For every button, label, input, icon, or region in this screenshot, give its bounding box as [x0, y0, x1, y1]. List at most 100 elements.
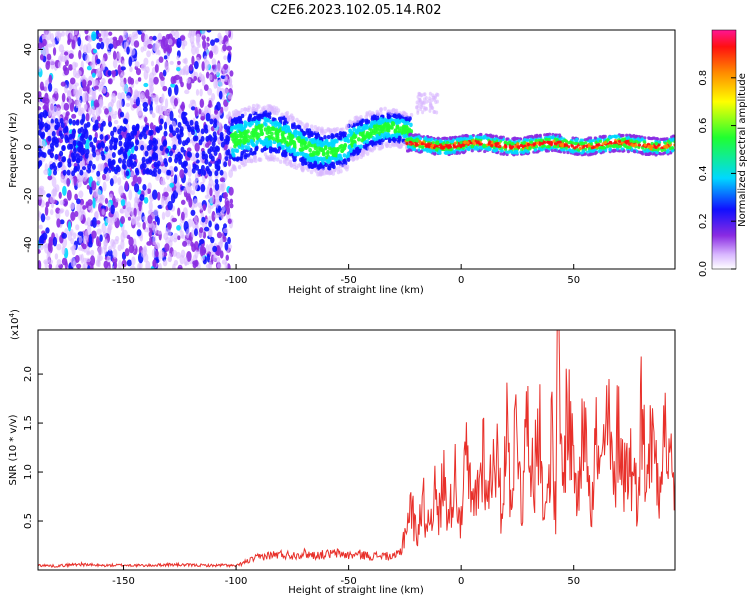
heatmap-cell	[412, 139, 416, 143]
heatmap-cell	[75, 153, 80, 160]
heatmap-cell	[162, 69, 167, 77]
heatmap-cell	[255, 140, 259, 145]
heatmap-cell	[41, 34, 46, 40]
heatmap-cell	[641, 146, 645, 150]
heatmap-cell	[44, 126, 49, 133]
heatmap-cell	[141, 156, 146, 163]
heatmap-cell	[105, 217, 110, 224]
heatmap-cell	[191, 167, 196, 174]
heatmap-cell	[68, 53, 74, 59]
heatmap-cell	[389, 111, 394, 116]
heatmap-cell	[309, 132, 313, 137]
heatmap-cell	[223, 99, 229, 107]
heatmap-cell	[142, 101, 149, 109]
heatmap-cell	[608, 147, 612, 152]
heatmap-cell	[318, 140, 323, 145]
heatmap-cell	[115, 164, 120, 171]
heatmap-cell	[121, 259, 127, 268]
heatmap-cell	[162, 259, 168, 267]
heatmap-cell	[84, 139, 90, 151]
heatmap-cell	[67, 221, 72, 232]
heatmap-cell	[365, 151, 370, 156]
heatmap-cell	[110, 215, 115, 225]
heatmap-cell	[281, 126, 285, 132]
heatmap-cell	[590, 149, 594, 153]
heatmap-cell	[179, 128, 184, 135]
heatmap-cell	[124, 146, 129, 153]
heatmap-cell	[217, 205, 222, 213]
heatmap-cell	[258, 137, 262, 143]
heatmap-cell	[95, 151, 100, 162]
heatmap-cell	[97, 177, 101, 185]
heatmap-cell	[452, 150, 456, 154]
heatmap-cell	[176, 67, 181, 72]
heatmap-cell	[82, 92, 87, 103]
heatmap-cell	[50, 118, 54, 125]
heatmap-cell	[111, 152, 116, 159]
heatmap-cell	[135, 191, 139, 203]
heatmap-cell	[482, 136, 486, 140]
heatmap-cell	[123, 152, 128, 159]
heatmap-cell	[123, 141, 128, 148]
heatmap-cell	[46, 53, 52, 61]
heatmap-cell	[68, 82, 73, 90]
heatmap-cell	[194, 142, 200, 152]
heatmap-cell	[97, 253, 101, 263]
heatmap-cell	[377, 120, 381, 126]
heatmap-cell	[273, 123, 278, 128]
heatmap-cell	[177, 60, 181, 65]
heatmap-cell	[319, 163, 323, 168]
heatmap-cell	[112, 59, 118, 69]
heatmap-cell	[448, 145, 453, 149]
heatmap-cell	[76, 198, 81, 205]
heatmap-cell	[286, 117, 291, 122]
heatmap-cell	[196, 37, 201, 42]
heatmap-cell	[578, 146, 582, 150]
heatmap-cell	[455, 137, 459, 141]
heatmap-cell	[485, 147, 489, 151]
heatmap-cell	[598, 148, 603, 153]
heatmap-cell	[71, 170, 76, 177]
heatmap-cell	[293, 161, 297, 167]
heatmap-cell	[659, 137, 663, 141]
heatmap-cell	[365, 133, 370, 139]
heatmap-cell	[216, 231, 223, 239]
heatmap-cell	[51, 139, 56, 146]
heatmap-cell	[425, 106, 429, 111]
heatmap-cell	[52, 186, 58, 198]
heatmap-cell	[89, 141, 94, 148]
heatmap-y-tick-label: 0	[23, 144, 34, 150]
heatmap-cell	[218, 35, 224, 45]
heatmap-cell	[167, 200, 173, 211]
heatmap-cell	[487, 141, 491, 146]
heatmap-cell	[637, 138, 641, 142]
heatmap-cell	[183, 256, 188, 267]
heatmap-cell	[71, 61, 77, 71]
heatmap-cell	[339, 164, 343, 169]
heatmap-cell	[85, 148, 90, 155]
heatmap-cell	[152, 43, 158, 52]
heatmap-cell	[347, 133, 351, 138]
heatmap-cell	[107, 249, 113, 257]
heatmap-cell	[209, 135, 214, 142]
heatmap-cell	[82, 205, 87, 210]
heatmap-cell	[163, 157, 168, 164]
heatmap-cell	[285, 110, 290, 116]
heatmap-cell	[441, 136, 445, 141]
heatmap-cell	[57, 61, 62, 69]
heatmap-cell	[445, 136, 449, 141]
heatmap-cell	[350, 140, 354, 146]
heatmap-cell	[110, 204, 115, 215]
heatmap-cell	[39, 123, 44, 130]
heatmap-cell	[124, 180, 129, 191]
heatmap-cell	[132, 153, 137, 160]
heatmap-cell	[38, 129, 42, 136]
heatmap-cell	[106, 201, 112, 209]
heatmap-cell	[62, 198, 69, 207]
heatmap-cell	[422, 92, 426, 97]
heatmap-cell	[166, 44, 172, 54]
heatmap-cell	[88, 87, 94, 96]
heatmap-cell	[193, 215, 198, 223]
heatmap-cell	[465, 134, 469, 138]
heatmap-cell	[67, 161, 72, 168]
